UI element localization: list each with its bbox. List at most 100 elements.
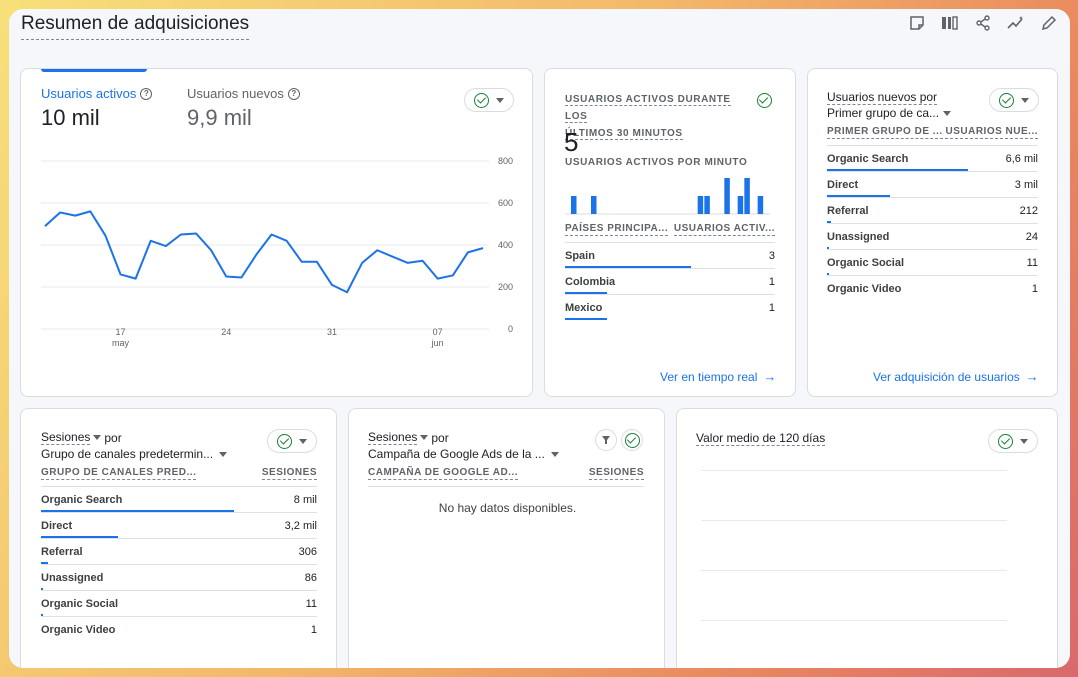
data-point[interactable]: [103, 233, 108, 238]
table-row[interactable]: Spain 3: [565, 242, 775, 268]
table-row[interactable]: Organic Video 1: [41, 616, 317, 642]
data-point[interactable]: [118, 272, 123, 277]
table-row[interactable]: Referral 306: [41, 538, 317, 564]
comparison-menu[interactable]: [464, 88, 514, 112]
card-metric-label[interactable]: Sesiones: [368, 430, 418, 445]
data-point[interactable]: [163, 244, 168, 249]
minute-bar[interactable]: [571, 196, 577, 214]
edit-icon[interactable]: [1039, 13, 1058, 32]
table-row[interactable]: Organic Social 11: [827, 249, 1038, 275]
comparison-menu[interactable]: [989, 88, 1039, 112]
minute-bar[interactable]: [704, 196, 710, 214]
data-point[interactable]: [194, 231, 199, 236]
data-point[interactable]: [405, 260, 410, 265]
help-icon[interactable]: ?: [140, 87, 153, 100]
data-point[interactable]: [239, 275, 244, 280]
filter-button[interactable]: [595, 429, 617, 451]
realtime-link[interactable]: Ver en tiempo real →: [660, 369, 776, 384]
data-point[interactable]: [269, 232, 274, 237]
comparison-menu[interactable]: [988, 429, 1038, 453]
card-title-line2: Primer grupo de ca...: [827, 106, 940, 120]
col-dimension: CAMPAÑA DE GOOGLE AD...: [368, 467, 519, 480]
data-point[interactable]: [375, 248, 380, 253]
row-share-bar: [41, 614, 43, 616]
data-point[interactable]: [360, 260, 365, 265]
table-row[interactable]: Colombia 1: [565, 268, 775, 294]
data-point[interactable]: [390, 254, 395, 259]
data-point[interactable]: [420, 258, 425, 263]
table-row[interactable]: Unassigned 86: [41, 564, 317, 590]
x-tick-label: 07: [433, 327, 443, 337]
data-point[interactable]: [284, 238, 289, 243]
data-point[interactable]: [209, 248, 214, 253]
row-share-bar: [41, 562, 49, 564]
help-icon[interactable]: ?: [287, 87, 300, 100]
comparison-button[interactable]: [621, 429, 643, 451]
realtime-heading-line1: USUARIOS ACTIVOS DURANTE LOS: [565, 94, 731, 123]
data-point[interactable]: [465, 250, 470, 255]
data-point[interactable]: [481, 246, 486, 251]
data-point[interactable]: [450, 273, 455, 278]
table-row[interactable]: Organic Search 8 mil: [41, 486, 317, 512]
metric-new-users[interactable]: Usuarios nuevos? 9,9 mil: [187, 86, 300, 131]
compare-icon[interactable]: [940, 13, 959, 32]
minute-bar[interactable]: [757, 196, 764, 214]
row-share-bar: [827, 247, 829, 249]
minute-bar[interactable]: [724, 178, 730, 214]
table-row[interactable]: Organic Search 6,6 mil: [827, 145, 1038, 171]
comparison-menu[interactable]: [267, 429, 317, 453]
minute-bar[interactable]: [744, 178, 750, 214]
row-share-bar: [565, 266, 691, 268]
data-point[interactable]: [133, 276, 138, 281]
metric-value: 9,9 mil: [187, 105, 252, 130]
data-point[interactable]: [254, 252, 259, 257]
table-row[interactable]: Organic Video 1: [827, 275, 1038, 301]
data-point[interactable]: [178, 232, 183, 237]
comparison-menu[interactable]: [751, 88, 777, 112]
active-users-series-line[interactable]: [44, 210, 484, 294]
empty-chart-grid: [701, 470, 1007, 668]
table-row[interactable]: Organic Social 11: [41, 590, 317, 616]
data-point[interactable]: [329, 282, 334, 287]
table-row[interactable]: Referral 212: [827, 197, 1038, 223]
user-acquisition-link[interactable]: Ver adquisición de usuarios →: [873, 369, 1039, 384]
realtime-value: 5: [564, 127, 579, 157]
data-point[interactable]: [88, 209, 93, 214]
realtime-table-body: Spain 3 Colombia 1 Mexico 1: [565, 242, 775, 320]
dimension-selector[interactable]: Grupo de canales predetermin...: [41, 447, 228, 461]
notes-icon[interactable]: [907, 13, 926, 32]
card-metric-label[interactable]: Sesiones: [41, 430, 91, 445]
chevron-down-icon: [298, 438, 307, 444]
data-point[interactable]: [58, 210, 63, 215]
col-dimension: PRIMER GRUPO DE ...: [827, 126, 943, 139]
metric-active-users[interactable]: Usuarios activos? 10 mil: [41, 86, 153, 131]
new-users-card: Usuarios nuevos por Primer grupo de ca..…: [807, 68, 1058, 397]
minute-bar[interactable]: [591, 196, 597, 214]
dimension-selector[interactable]: Campaña de Google Ads de la ...: [368, 447, 559, 461]
data-point[interactable]: [73, 213, 78, 218]
link-label: Ver en tiempo real: [660, 369, 758, 384]
minute-bar[interactable]: [737, 196, 744, 214]
data-point[interactable]: [148, 238, 153, 243]
y-tick-label: 0: [508, 324, 513, 334]
row-label: Organic Social: [41, 597, 119, 610]
data-point[interactable]: [435, 276, 440, 281]
table-row[interactable]: Direct 3,2 mil: [41, 512, 317, 538]
data-point[interactable]: [314, 259, 319, 264]
table-row[interactable]: Mexico 1: [565, 294, 775, 320]
campaign-table-header: CAMPAÑA DE GOOGLE AD... SESIONES: [368, 467, 644, 480]
campaign-card: Sesiones por Campaña de Google Ads de la …: [348, 408, 665, 668]
x-tick-month: may: [112, 338, 130, 348]
share-icon[interactable]: [973, 13, 992, 32]
table-row[interactable]: Unassigned 24: [827, 223, 1038, 249]
row-label: Organic Search: [827, 152, 909, 165]
minute-bar[interactable]: [697, 196, 704, 214]
table-row[interactable]: Direct 3 mil: [827, 171, 1038, 197]
data-point[interactable]: [224, 274, 229, 279]
data-point[interactable]: [345, 290, 350, 295]
data-point[interactable]: [299, 259, 304, 264]
table-divider: [368, 486, 644, 487]
data-point[interactable]: [43, 224, 48, 229]
insights-icon[interactable]: [1006, 13, 1025, 32]
dimension-selector[interactable]: Primer grupo de ca...: [827, 106, 952, 120]
